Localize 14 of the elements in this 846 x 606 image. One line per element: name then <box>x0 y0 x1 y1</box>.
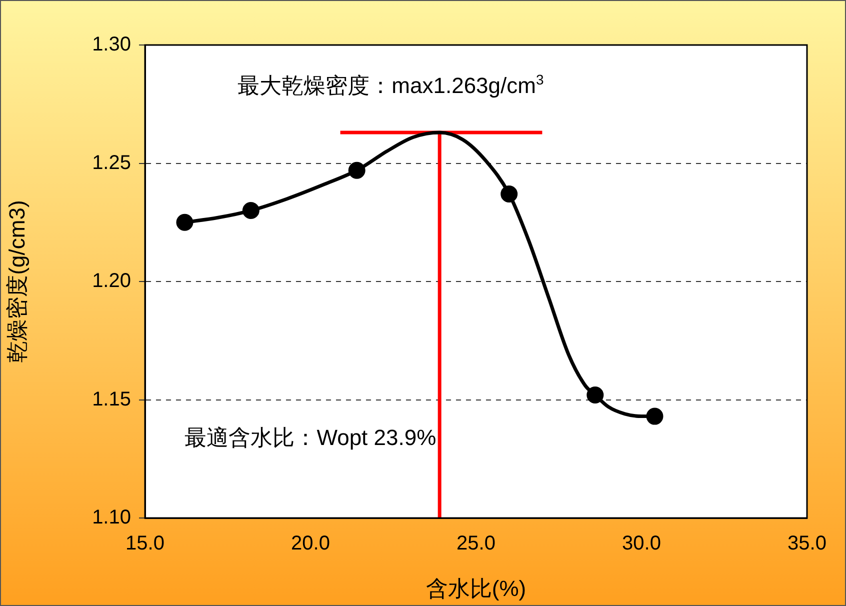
x-tick-label: 25.0 <box>456 532 496 555</box>
annotation: 最適含水比：Wopt 23.9% <box>184 424 436 452</box>
x-axis-title: 含水比(%) <box>426 576 526 601</box>
y-tick-label: 1.10 <box>92 506 131 529</box>
y-tick-label: 1.30 <box>92 34 131 56</box>
y-axis-title: 乾燥密度(g/cm3) <box>4 200 30 363</box>
annotation: 最大乾燥密度：max1.263g/cm$^{3}$ <box>238 71 544 100</box>
y-tick-label: 1.20 <box>92 270 131 292</box>
y-tick-label: 1.15 <box>92 388 131 410</box>
x-tick-label: 20.0 <box>291 532 330 555</box>
y-tick-label: 1.25 <box>92 152 131 174</box>
x-tick-label: 15.0 <box>126 532 164 555</box>
x-tick-label: 30.0 <box>622 532 661 555</box>
x-tick-label: 35.0 <box>788 532 826 555</box>
